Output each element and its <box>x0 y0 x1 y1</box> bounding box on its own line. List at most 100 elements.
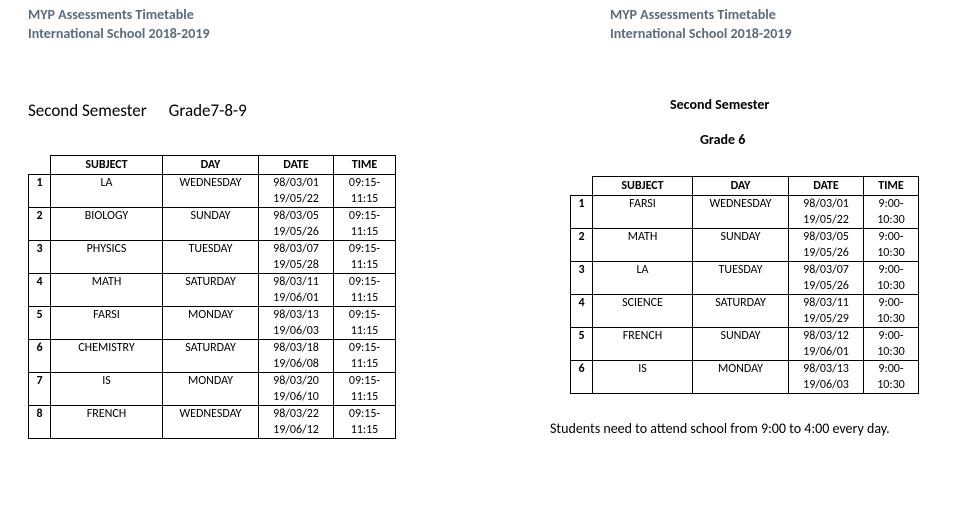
cell-date: 98/03/0519/05/26 <box>259 207 334 240</box>
cell-date: 98/03/0719/05/28 <box>259 240 334 273</box>
cell-subject: MATH <box>593 228 693 261</box>
cell-time: 09:15-11:15 <box>334 372 396 405</box>
col-time: TIME <box>334 155 396 174</box>
row-index: 4 <box>571 294 593 327</box>
col-subject: SUBJECT <box>51 155 163 174</box>
cell-time: 09:15-11:15 <box>334 240 396 273</box>
row-index: 5 <box>571 327 593 360</box>
row-index: 4 <box>29 273 51 306</box>
cell-subject: BIOLOGY <box>51 207 163 240</box>
cell-subject: IS <box>593 360 693 393</box>
cell-subject: IS <box>51 372 163 405</box>
cell-time: 9:00-10:30 <box>864 327 919 360</box>
header-line2-r: International School 2018-2019 <box>610 25 980 44</box>
timetable-left: SUBJECT DAY DATE TIME 1LAWEDNESDAY98/03/… <box>28 155 396 439</box>
cell-time: 9:00-10:30 <box>864 228 919 261</box>
cell-time: 09:15-11:15 <box>334 306 396 339</box>
cell-date: 98/03/1119/06/01 <box>259 273 334 306</box>
cell-day: TUESDAY <box>163 240 259 273</box>
cell-day: MONDAY <box>163 372 259 405</box>
row-index: 7 <box>29 372 51 405</box>
row-index: 2 <box>29 207 51 240</box>
cell-subject: LA <box>593 261 693 294</box>
cell-subject: LA <box>51 174 163 207</box>
header-line1-r: MYP Assessments Timetable <box>610 6 980 25</box>
col-date: DATE <box>259 155 334 174</box>
cell-day: TUESDAY <box>693 261 789 294</box>
row-index: 6 <box>29 339 51 372</box>
cell-day: SUNDAY <box>693 228 789 261</box>
cell-date: 98/03/1119/05/29 <box>789 294 864 327</box>
row-index: 3 <box>571 261 593 294</box>
grade-right: Grade 6 <box>700 131 980 148</box>
cell-date: 98/03/1319/06/03 <box>259 306 334 339</box>
semester-right: Second Semester <box>670 96 980 113</box>
header-line1: MYP Assessments Timetable <box>28 6 490 25</box>
table-row: 4MATHSATURDAY98/03/1119/06/0109:15-11:15 <box>29 273 396 306</box>
cell-date: 98/03/0119/05/22 <box>789 195 864 228</box>
cell-subject: FRENCH <box>51 405 163 438</box>
table-row: 2MATHSUNDAY98/03/0519/05/269:00-10:30 <box>571 228 919 261</box>
cell-day: SATURDAY <box>163 273 259 306</box>
table-row: 2BIOLOGYSUNDAY98/03/0519/05/2609:15-11:1… <box>29 207 396 240</box>
cell-time: 09:15-11:15 <box>334 207 396 240</box>
cell-subject: PHYSICS <box>51 240 163 273</box>
cell-day: SUNDAY <box>693 327 789 360</box>
cell-day: SATURDAY <box>163 339 259 372</box>
row-index: 2 <box>571 228 593 261</box>
row-index: 8 <box>29 405 51 438</box>
cell-subject: FARSI <box>51 306 163 339</box>
cell-date: 98/03/1219/06/01 <box>789 327 864 360</box>
table-row: 5FRENCHSUNDAY98/03/1219/06/019:00-10:30 <box>571 327 919 360</box>
col-day: DAY <box>693 176 789 195</box>
cell-subject: MATH <box>51 273 163 306</box>
header-line2: International School 2018-2019 <box>28 25 490 44</box>
grade-left: Grade7-8-9 <box>169 100 247 121</box>
table-header-row: SUBJECT DAY DATE TIME <box>29 155 396 174</box>
cell-subject: CHEMISTRY <box>51 339 163 372</box>
cell-time: 9:00-10:30 <box>864 195 919 228</box>
col-subject: SUBJECT <box>593 176 693 195</box>
cell-subject: FARSI <box>593 195 693 228</box>
table-row: 6ISMONDAY98/03/1319/06/039:00-10:30 <box>571 360 919 393</box>
cell-subject: FRENCH <box>593 327 693 360</box>
cell-time: 9:00-10:30 <box>864 360 919 393</box>
cell-day: MONDAY <box>163 306 259 339</box>
cell-day: MONDAY <box>693 360 789 393</box>
cell-date: 98/03/0519/05/26 <box>789 228 864 261</box>
table-row: 5FARSIMONDAY98/03/1319/06/0309:15-11:15 <box>29 306 396 339</box>
cell-day: WEDNESDAY <box>163 405 259 438</box>
cell-date: 98/03/2019/06/10 <box>259 372 334 405</box>
table-row: 1LAWEDNESDAY98/03/0119/05/2209:15-11:15 <box>29 174 396 207</box>
table-row: 4SCIENCESATURDAY98/03/1119/05/299:00-10:… <box>571 294 919 327</box>
table-row: 7ISMONDAY98/03/2019/06/1009:15-11:15 <box>29 372 396 405</box>
cell-time: 09:15-11:15 <box>334 339 396 372</box>
table-row: 3LATUESDAY98/03/0719/05/269:00-10:30 <box>571 261 919 294</box>
table-row: 8FRENCHWEDNESDAY98/03/2219/06/1209:15-11… <box>29 405 396 438</box>
cell-time: 09:15-11:15 <box>334 174 396 207</box>
table-row: 1FARSIWEDNESDAY98/03/0119/05/229:00-10:3… <box>571 195 919 228</box>
cell-time: 09:15-11:15 <box>334 273 396 306</box>
table-row: 3PHYSICSTUESDAY98/03/0719/05/2809:15-11:… <box>29 240 396 273</box>
semester-grade-left: Second Semester Grade7-8-9 <box>28 100 490 121</box>
left-column: MYP Assessments Timetable International … <box>0 0 490 439</box>
table-row: 6CHEMISTRYSATURDAY98/03/1819/06/0809:15-… <box>29 339 396 372</box>
semester-left: Second Semester <box>28 100 147 121</box>
row-index: 3 <box>29 240 51 273</box>
row-index: 1 <box>29 174 51 207</box>
col-blank <box>571 176 593 195</box>
cell-day: SUNDAY <box>163 207 259 240</box>
cell-date: 98/03/1319/06/03 <box>789 360 864 393</box>
row-index: 5 <box>29 306 51 339</box>
col-date: DATE <box>789 176 864 195</box>
cell-time: 9:00-10:30 <box>864 261 919 294</box>
timetable-right: SUBJECT DAY DATE TIME 1FARSIWEDNESDAY98/… <box>570 176 919 394</box>
col-time: TIME <box>864 176 919 195</box>
cell-subject: SCIENCE <box>593 294 693 327</box>
col-blank <box>29 155 51 174</box>
cell-date: 98/03/0119/05/22 <box>259 174 334 207</box>
cell-date: 98/03/2219/06/12 <box>259 405 334 438</box>
table-header-row: SUBJECT DAY DATE TIME <box>571 176 919 195</box>
cell-day: WEDNESDAY <box>693 195 789 228</box>
col-day: DAY <box>163 155 259 174</box>
